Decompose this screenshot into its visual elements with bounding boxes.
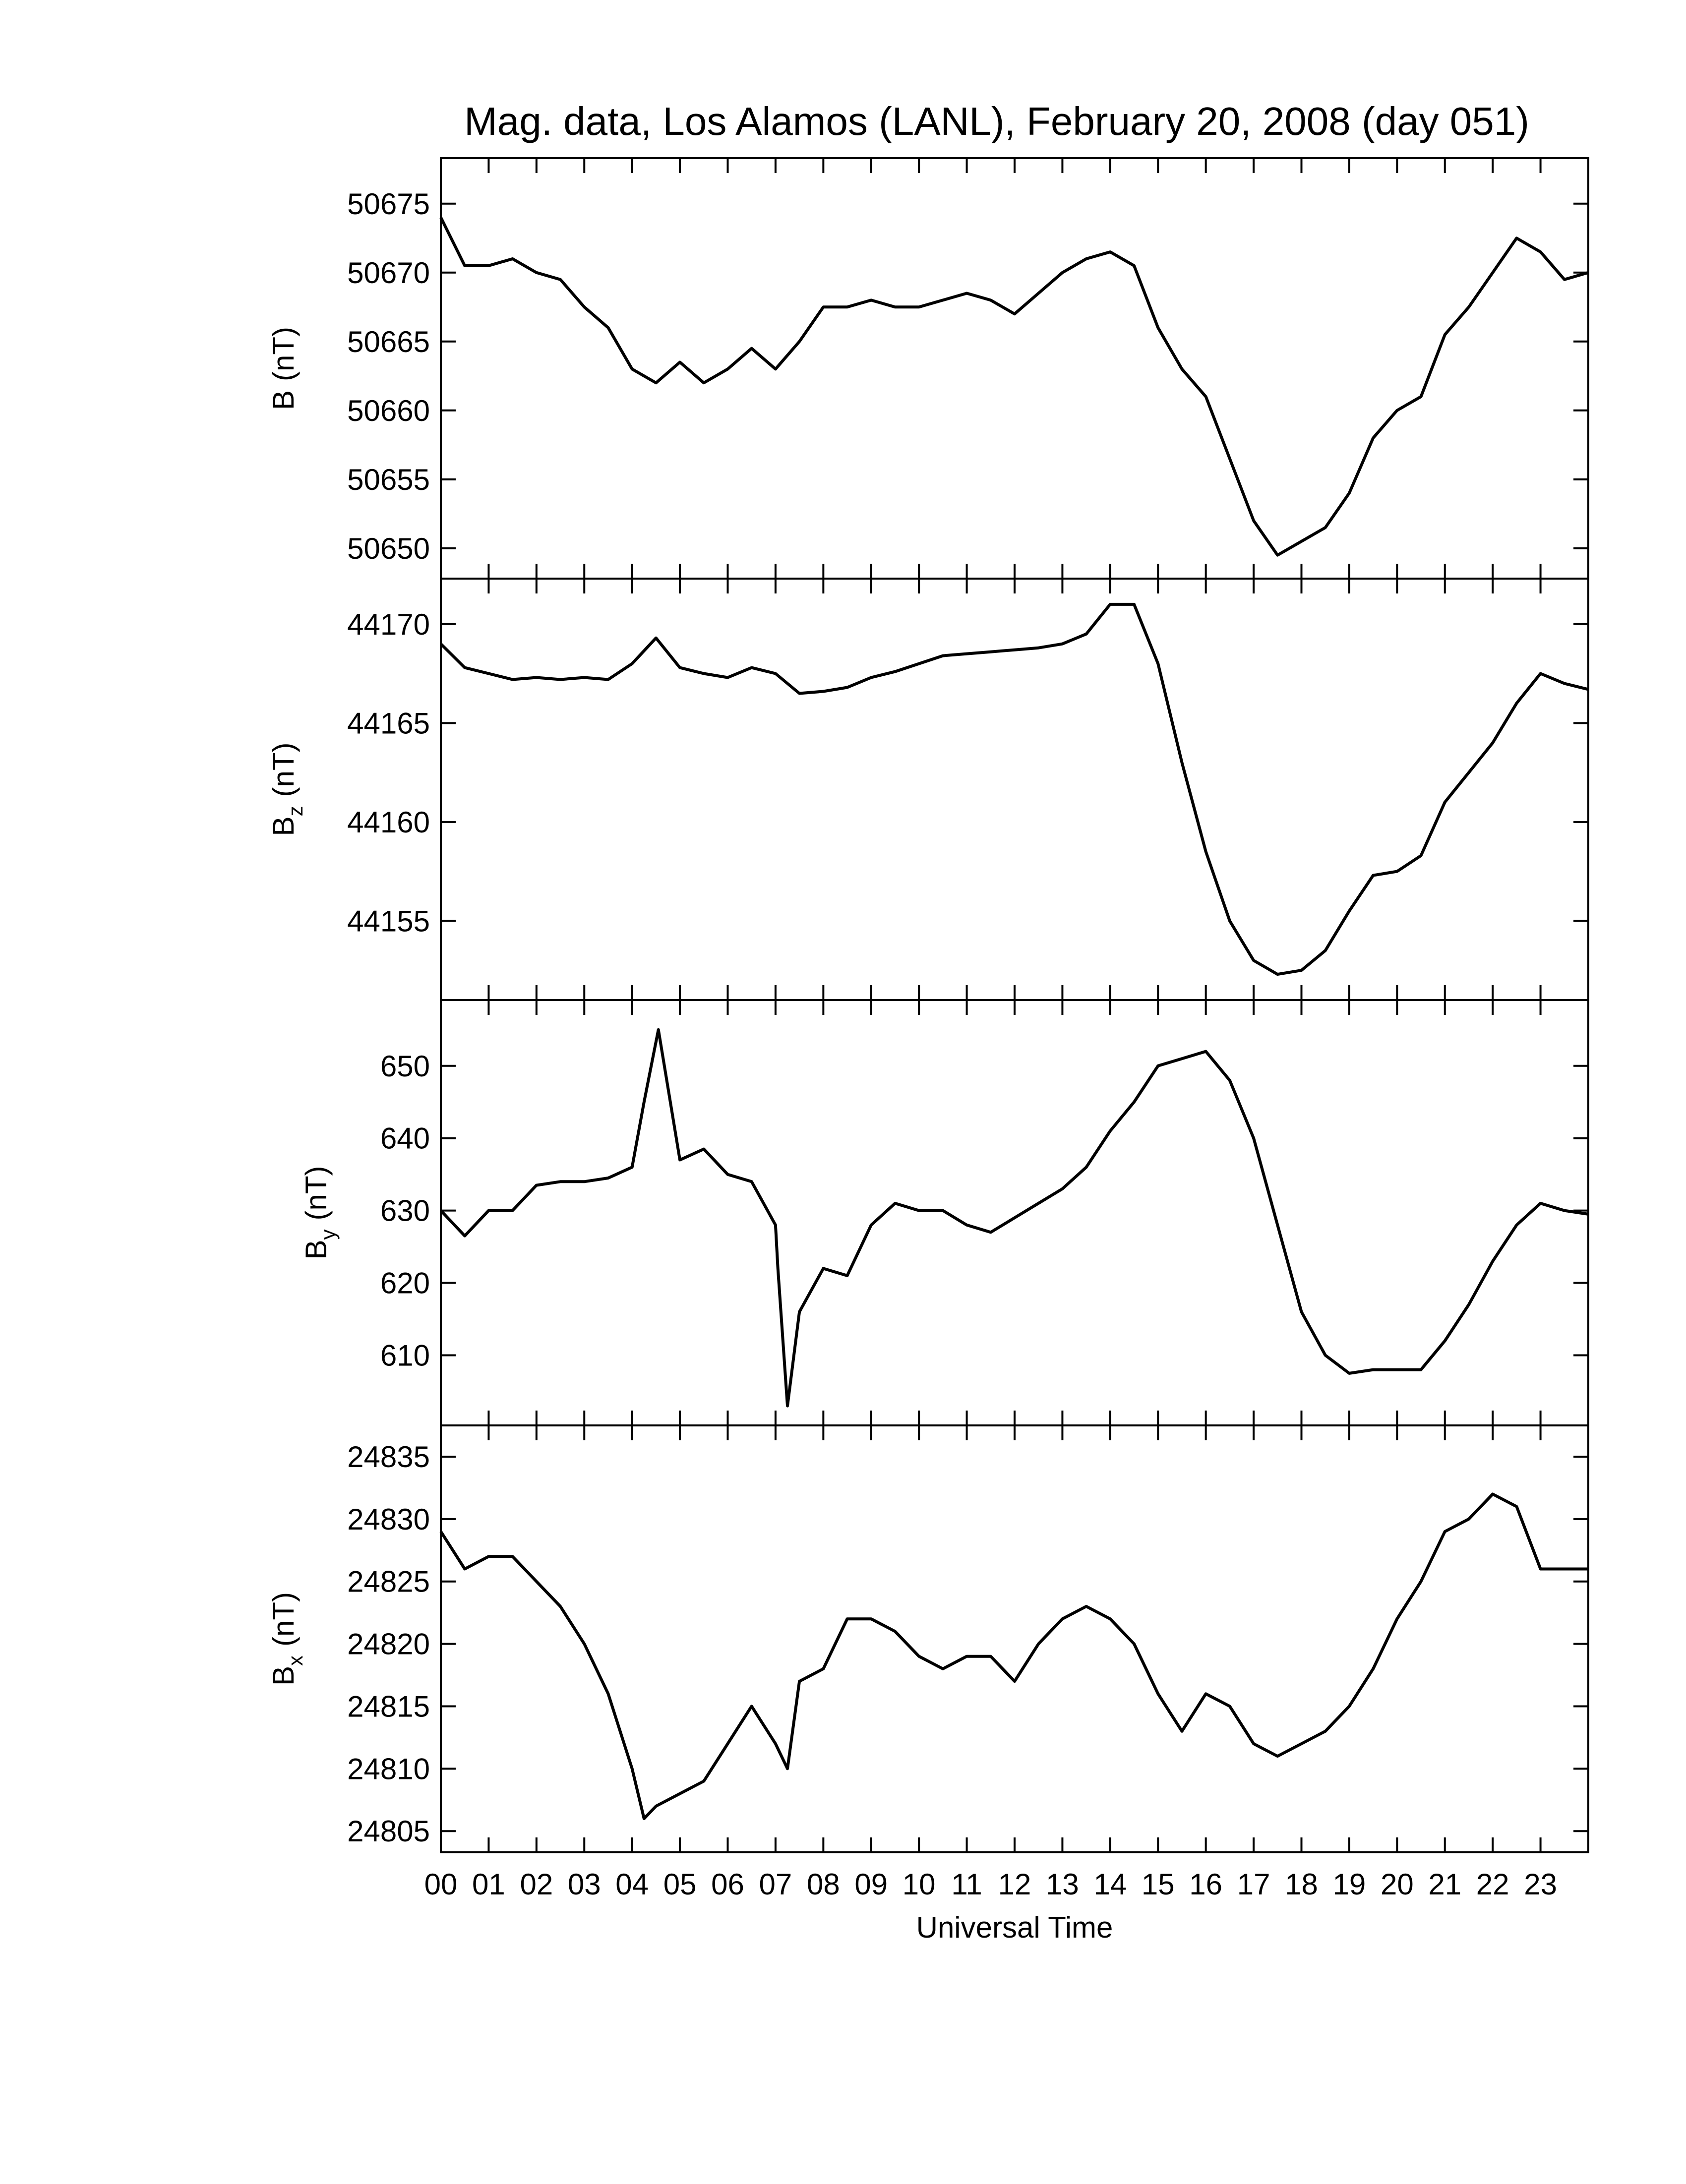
y-tick-label: 610 [380, 1339, 430, 1372]
chart-title: Mag. data, Los Alamos (LANL), February 2… [464, 99, 1529, 143]
x-tick-label: 00 [424, 1868, 458, 1901]
y-tick-label: 44170 [347, 608, 430, 641]
x-tick-label: 12 [998, 1868, 1031, 1901]
x-tick-label: 19 [1333, 1868, 1366, 1901]
y-tick-label: 24810 [347, 1752, 430, 1785]
y-tick-label: 50675 [347, 187, 430, 221]
plot-frame [440, 1424, 1589, 1853]
y-label-subscript: x [284, 1655, 307, 1666]
y-tick-label: 24825 [347, 1565, 430, 1598]
x-tick-label: 20 [1381, 1868, 1414, 1901]
y-axis-label: Bz (nT) [267, 742, 307, 836]
data-line [439, 217, 1589, 557]
x-tick-label: 05 [663, 1868, 697, 1901]
y-tick-label: 44160 [347, 806, 430, 839]
x-axis-label: Universal Time [916, 1911, 1113, 1944]
x-tick-label: 01 [472, 1868, 505, 1901]
plot-frame [440, 157, 1589, 580]
y-tick-label: 24805 [347, 1815, 430, 1848]
y-label-main: B [300, 1240, 333, 1259]
y-tick-label: 50670 [347, 256, 430, 290]
y-label-main: B [267, 816, 300, 836]
y-label-subscript: z [284, 806, 307, 816]
y-tick-label: 50655 [347, 463, 430, 496]
y-tick-label: 50660 [347, 394, 430, 427]
y-tick-label: 24835 [347, 1440, 430, 1474]
y-tick-label: 44155 [347, 904, 430, 938]
y-tick-label: 630 [380, 1194, 430, 1228]
y-label-main: B [267, 390, 300, 410]
y-label-unit: (nT) [267, 1592, 300, 1647]
plot-frame [440, 578, 1589, 1001]
x-tick-label: 04 [615, 1868, 649, 1901]
x-tick-label: 02 [520, 1868, 553, 1901]
y-axis-label: Bx (nT) [267, 1592, 307, 1686]
y-tick-label: 24820 [347, 1628, 430, 1661]
y-axis-label: By (nT) [300, 1166, 340, 1259]
x-tick-label: 21 [1428, 1868, 1461, 1901]
y-tick-label: 24830 [347, 1503, 430, 1536]
x-tick-label: 15 [1142, 1868, 1175, 1901]
y-label-unit: (nT) [300, 1166, 333, 1220]
y-tick-label: 50665 [347, 325, 430, 358]
plot-frame [440, 999, 1589, 1426]
x-tick-label: 09 [854, 1868, 888, 1901]
data-line [439, 1492, 1588, 1820]
y-tick-label: 24815 [347, 1690, 430, 1723]
y-tick-label: 640 [380, 1122, 430, 1155]
data-line [439, 602, 1589, 976]
x-tick-label: 10 [903, 1868, 936, 1901]
x-tick-label: 07 [759, 1868, 792, 1901]
x-tick-label: 23 [1524, 1868, 1557, 1901]
x-tick-label: 03 [568, 1868, 601, 1901]
x-tick-label: 17 [1237, 1868, 1270, 1901]
y-label-main: B [267, 1666, 300, 1686]
x-tick-label: 06 [711, 1868, 744, 1901]
y-label-subscript: y [316, 1229, 340, 1240]
data-line [439, 1028, 1589, 1408]
x-tick-label: 18 [1285, 1868, 1318, 1901]
x-tick-label: 13 [1046, 1868, 1079, 1901]
y-label-unit: (nT) [267, 742, 300, 797]
y-tick-label: 44165 [347, 707, 430, 740]
y-tick-label: 620 [380, 1267, 430, 1300]
x-tick-label: 22 [1476, 1868, 1509, 1901]
y-label-unit: (nT) [267, 327, 300, 381]
y-tick-label: 650 [380, 1050, 430, 1083]
y-axis-label: B (nT) [267, 327, 300, 410]
y-tick-label: 50650 [347, 532, 430, 565]
x-tick-label: 14 [1093, 1868, 1127, 1901]
x-tick-label: 08 [807, 1868, 840, 1901]
x-tick-label: 11 [951, 1868, 982, 1901]
x-tick-label: 16 [1189, 1868, 1222, 1901]
